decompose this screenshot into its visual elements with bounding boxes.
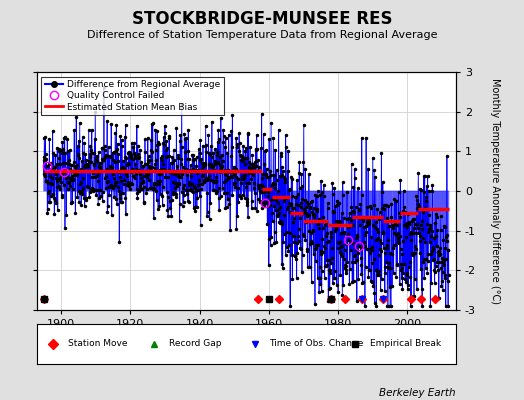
Text: Station Move: Station Move xyxy=(68,340,128,348)
Text: Berkeley Earth: Berkeley Earth xyxy=(379,388,456,398)
Legend: Difference from Regional Average, Quality Control Failed, Estimated Station Mean: Difference from Regional Average, Qualit… xyxy=(41,76,224,115)
Text: STOCKBRIDGE-MUNSEE RES: STOCKBRIDGE-MUNSEE RES xyxy=(132,10,392,28)
Text: Difference of Station Temperature Data from Regional Average: Difference of Station Temperature Data f… xyxy=(87,30,437,40)
Text: Time of Obs. Change: Time of Obs. Change xyxy=(269,340,364,348)
Text: Empirical Break: Empirical Break xyxy=(370,340,441,348)
Y-axis label: Monthly Temperature Anomaly Difference (°C): Monthly Temperature Anomaly Difference (… xyxy=(490,78,500,304)
Text: Record Gap: Record Gap xyxy=(169,340,221,348)
